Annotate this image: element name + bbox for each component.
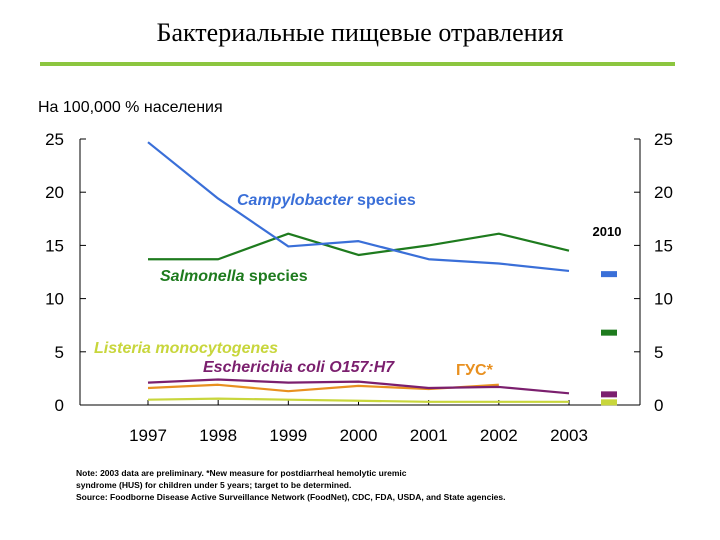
y-tick-label: 0 [55, 396, 64, 415]
y-tick-label: 10 [654, 290, 673, 309]
x-tick-label: 2001 [410, 426, 448, 445]
series-label-ecoli: Escherichia coli O157:H7 [203, 359, 395, 376]
x-tick-label: 1997 [129, 426, 167, 445]
series-label-hus: ГУС* [456, 362, 494, 379]
title-divider [40, 62, 675, 66]
series-labels: Campylobacter species Salmonella species L… [94, 192, 494, 379]
footnote: Note: 2003 data are preliminary. *New me… [76, 467, 676, 503]
series-label-campylobacter: Campylobacter species [237, 192, 416, 209]
y-tick-label: 25 [45, 130, 64, 149]
x-tick-label: 2000 [340, 426, 378, 445]
target-marker-campylobacter [601, 271, 617, 278]
x-tick-label: 1999 [269, 426, 307, 445]
target-marker-salmonella [601, 329, 617, 336]
series-line-ecoli [147, 378, 570, 395]
page-title: Бактериальные пищевые отравления [156, 18, 564, 47]
footnote-line: Note: 2003 data are preliminary. *New me… [76, 468, 407, 478]
chart-axes: 0 0 5 5 10 10 15 15 20 20 25 25 1997 1998 1999 2000 2001… [45, 130, 673, 445]
y-tick-label: 15 [45, 236, 64, 255]
y-unit-label: На 100,000 % населения [38, 99, 223, 116]
y-tick-label: 5 [55, 343, 64, 362]
x-tick-label: 2003 [550, 426, 588, 445]
series-line-listeria [147, 397, 569, 403]
series-label-listeria: Listeria monocytogenes [94, 340, 278, 357]
footnote-line: syndrome (HUS) for children under 5 year… [76, 480, 352, 490]
y-tick-label: 15 [654, 236, 673, 255]
x-tick-label: 2002 [480, 426, 518, 445]
target-year-label: 2010 [593, 224, 622, 239]
y-tick-label: 20 [654, 183, 673, 202]
target-marker-ecoli [601, 391, 617, 398]
series-label-salmonella: Salmonella species [160, 268, 308, 285]
series-line-salmonella [148, 232, 570, 261]
footnote-line: Source: Foodborne Disease Active Surveil… [76, 492, 506, 502]
y-tick-label: 5 [654, 343, 663, 362]
y-tick-label: 25 [654, 130, 673, 149]
series-line-campylobacter [147, 141, 570, 273]
y-tick-label: 10 [45, 290, 64, 309]
target-marker-listeria [601, 399, 617, 406]
y-tick-label: 0 [654, 396, 663, 415]
y-tick-label: 20 [45, 183, 64, 202]
target-markers: 2010 [593, 224, 622, 406]
x-tick-label: 1998 [199, 426, 237, 445]
chart-series [147, 141, 570, 403]
